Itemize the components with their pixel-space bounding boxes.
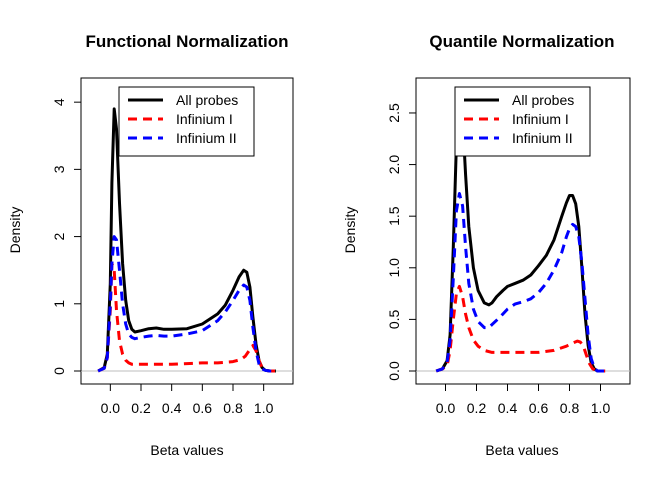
- x-tick-label: 0.2: [467, 400, 487, 416]
- x-tick-label: 0.6: [529, 400, 549, 416]
- series-line-infinium-ii: [435, 192, 606, 373]
- legend-label: Infinium II: [176, 130, 237, 146]
- series-line-infinium-ii: [97, 235, 276, 373]
- x-tick-label: 1.0: [254, 400, 274, 416]
- x-tick-label: 0.4: [498, 400, 518, 416]
- y-tick-label: 4: [51, 98, 67, 106]
- x-tick-label: 1.0: [591, 400, 611, 416]
- chart-title: Quantile Normalization: [429, 32, 614, 51]
- y-tick-label: 2: [51, 232, 67, 240]
- legend-label: Infinium II: [512, 130, 573, 146]
- legend-label: All probes: [176, 92, 238, 108]
- x-tick-label: 0.2: [131, 400, 151, 416]
- y-tick-label: 1.0: [386, 258, 402, 278]
- legend-label: Infinium I: [512, 111, 569, 127]
- y-axis-label: Density: [342, 207, 358, 254]
- y-tick-label: 1.5: [386, 206, 402, 226]
- legend: All probes Infinium I Infinium II: [454, 86, 591, 157]
- series-line-infinium-i: [97, 262, 276, 373]
- x-axis-label: Beta values: [485, 442, 558, 458]
- x-tick-label: 0.0: [436, 400, 456, 416]
- chart-title: Functional Normalization: [85, 32, 288, 51]
- panel-functional-normalization: Functional Normalization Beta values Den…: [7, 32, 294, 458]
- y-tick-label: 2.5: [386, 103, 402, 123]
- legend-label: Infinium I: [176, 111, 233, 127]
- y-tick-label: 3: [51, 165, 67, 173]
- panel-quantile-normalization: Quantile Normalization Beta values Densi…: [342, 32, 631, 458]
- y-tick-label: 0: [51, 367, 67, 375]
- legend: All probes Infinium I Infinium II: [118, 86, 255, 157]
- x-axis-label: Beta values: [150, 442, 223, 458]
- y-tick-label: 2.0: [386, 155, 402, 175]
- x-tick-label: 0.0: [101, 400, 121, 416]
- x-tick-label: 0.4: [162, 400, 182, 416]
- y-tick-label: 0.0: [386, 361, 402, 381]
- y-tick-label: 1: [51, 300, 67, 308]
- x-tick-label: 0.8: [223, 400, 243, 416]
- series-line-infinium-i: [435, 284, 606, 373]
- y-axis-label: Density: [7, 207, 23, 254]
- x-tick-label: 0.6: [193, 400, 213, 416]
- legend-label: All probes: [512, 92, 574, 108]
- y-tick-label: 0.5: [386, 309, 402, 329]
- x-tick-label: 0.8: [560, 400, 580, 416]
